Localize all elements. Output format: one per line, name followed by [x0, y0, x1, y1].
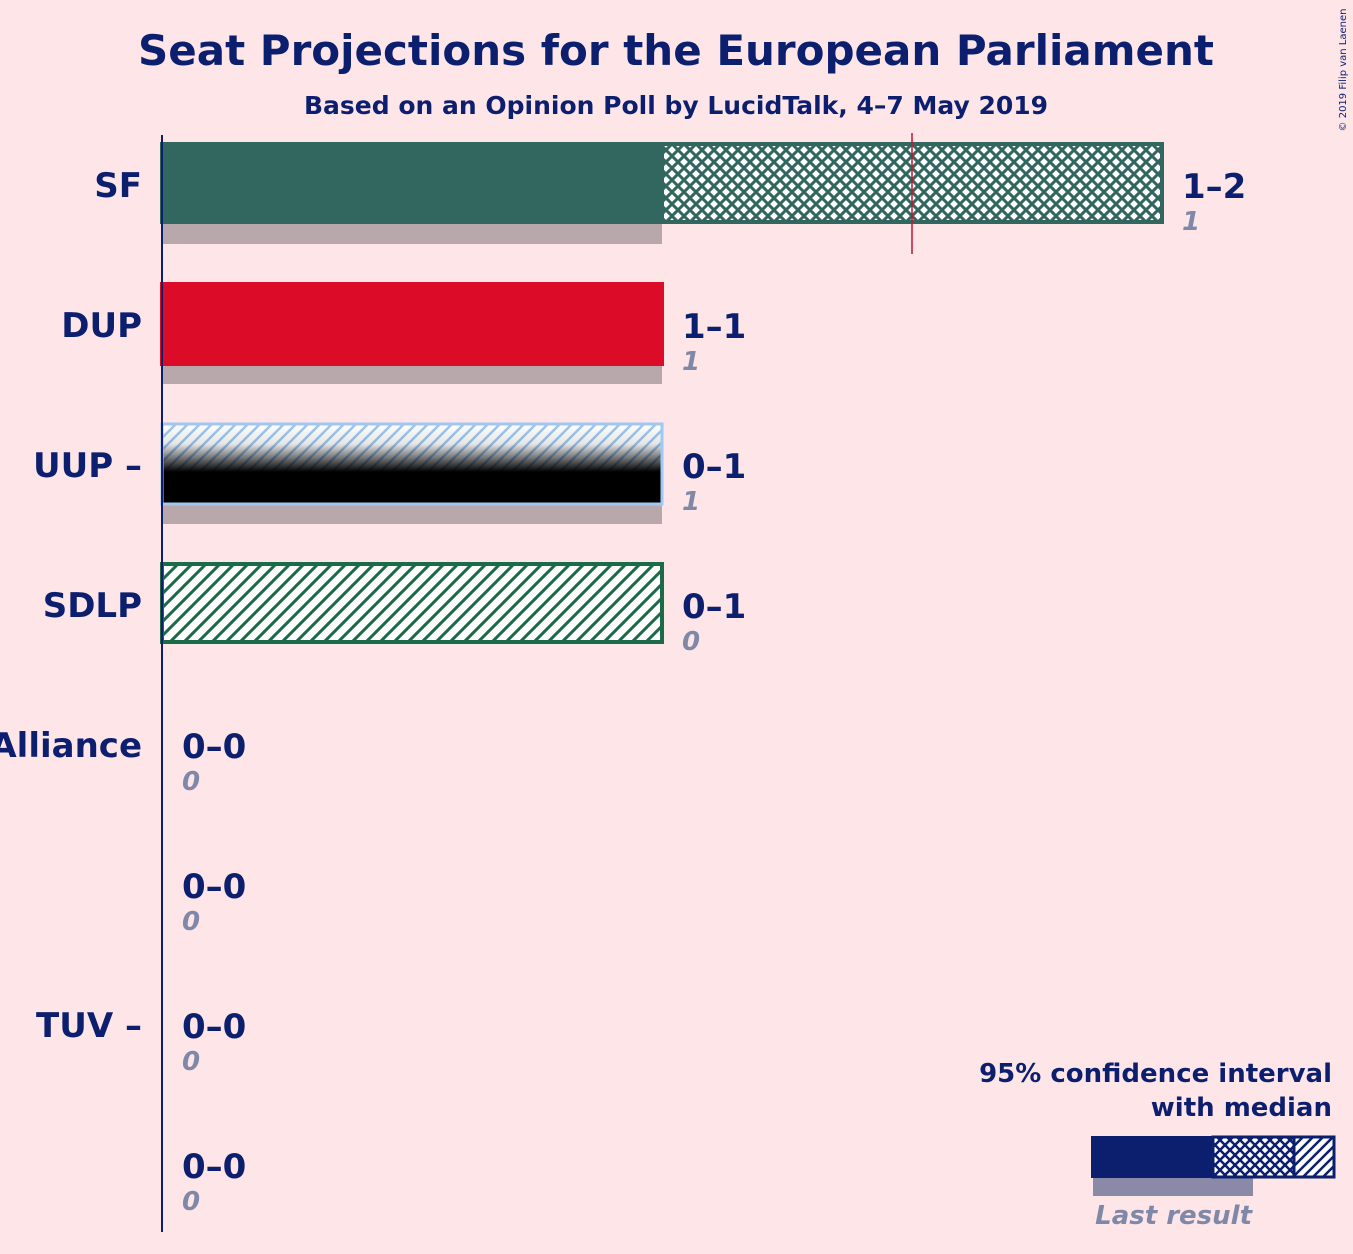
- range-label-unnamed-7: 0–0: [182, 1147, 246, 1187]
- range-label-tuv: 0–0: [182, 1007, 246, 1047]
- party-label-tuv: TUV –: [36, 1006, 142, 1046]
- solid-bar-sf: [160, 142, 662, 224]
- range-label-uup: 0–1: [682, 447, 746, 487]
- last-label-unnamed-7: 0: [182, 1187, 200, 1217]
- last-label-alliance: 0: [182, 767, 200, 797]
- range-label-unnamed-5: 0–0: [182, 867, 246, 907]
- legend: 95% confidence interval with median Last…: [979, 1059, 1336, 1231]
- party-label-uup: UUP –: [33, 446, 142, 486]
- last-label-dup: 1: [682, 347, 700, 377]
- chart-title: Seat Projections for the European Parlia…: [138, 26, 1214, 75]
- ci-bar-overlay-uup: [160, 422, 664, 506]
- party-label-sdlp: SDLP: [43, 586, 142, 626]
- party-label-alliance: Alliance: [0, 726, 142, 766]
- legend-solid-bar: [1091, 1136, 1213, 1178]
- range-label-sf: 1–2: [1182, 167, 1246, 207]
- ci-bar-sdlp: [160, 562, 664, 644]
- legend-last-result-label: Last result: [1095, 1201, 1253, 1231]
- solid-bar-dup: [160, 282, 664, 366]
- party-label-sf: SF: [94, 166, 142, 206]
- last-label-tuv: 0: [182, 1047, 200, 1077]
- chart-subtitle: Based on an Opinion Poll by LucidTalk, 4…: [304, 91, 1048, 120]
- last-label-sdlp: 0: [682, 627, 700, 657]
- range-label-dup: 1–1: [682, 307, 746, 347]
- legend-hatch-bar: [1292, 1135, 1336, 1179]
- legend-median-label: with median: [1151, 1093, 1332, 1123]
- last-label-sf: 1: [1182, 207, 1200, 237]
- legend-ci-label: 95% confidence interval: [979, 1059, 1332, 1089]
- copyright-text: © 2019 Filip van Laenen: [1338, 9, 1349, 132]
- range-label-sdlp: 0–1: [682, 587, 746, 627]
- last-label-unnamed-5: 0: [182, 907, 200, 937]
- range-label-alliance: 0–0: [182, 727, 246, 767]
- legend-cross-bar: [1211, 1135, 1296, 1179]
- party-label-dup: DUP: [61, 306, 142, 346]
- last-label-uup: 1: [682, 487, 700, 517]
